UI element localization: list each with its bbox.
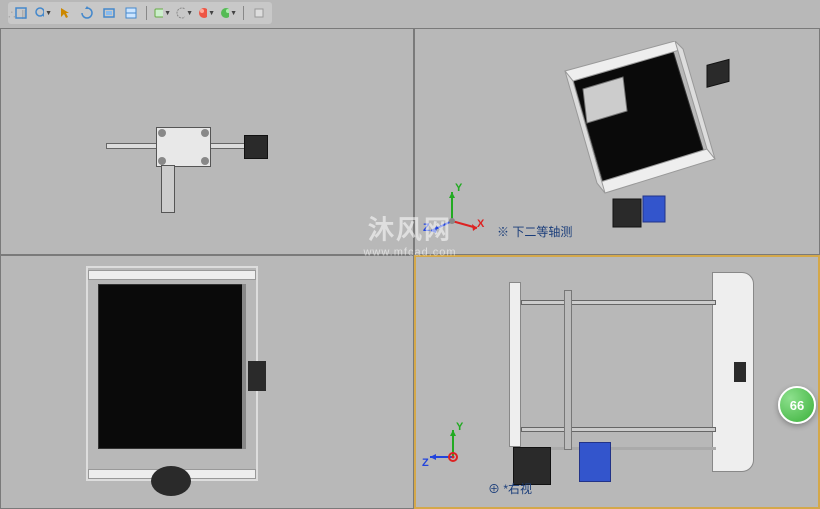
axis-y-label: Y <box>456 421 463 433</box>
rotate-icon[interactable] <box>78 4 96 22</box>
view-label-right: ⊕ *右视 <box>488 480 532 497</box>
model-isometric <box>555 41 735 236</box>
extra-icon[interactable] <box>250 4 268 22</box>
triad-right: Y Z <box>428 425 478 475</box>
select-icon[interactable] <box>56 4 74 22</box>
hide-show-icon[interactable]: ▼ <box>175 4 193 22</box>
zoom-area-icon[interactable]: ▼ <box>34 4 52 22</box>
model-right <box>509 272 754 490</box>
section-icon[interactable] <box>122 4 140 22</box>
triad-iso: X Y Z <box>427 186 477 236</box>
view-label-iso: ※ 下二等轴测 <box>497 223 572 240</box>
model-top <box>86 266 258 491</box>
separator <box>243 6 244 20</box>
separator <box>146 6 147 20</box>
axis-y-label: Y <box>455 182 462 194</box>
view-toolbar: ▼ ▼ ▼ ▼ ▼ <box>8 2 272 24</box>
viewport-top-right[interactable]: X Y Z ※ 下二等轴测 <box>414 28 820 255</box>
viewport-bottom-left[interactable] <box>0 255 414 509</box>
view-text: *右视 <box>503 482 532 496</box>
zoom-fit-icon[interactable] <box>12 4 30 22</box>
score-badge: 66 <box>778 386 816 424</box>
display-style-icon[interactable]: ▼ <box>153 4 171 22</box>
pan-icon[interactable] <box>100 4 118 22</box>
view-prefix: ⊕ <box>488 482 500 496</box>
viewport-grid: X Y Z ※ 下二等轴测 <box>0 28 820 509</box>
viewport-bottom-right[interactable]: Y Z ⊕ *右视 <box>414 255 820 509</box>
scene-icon[interactable]: ▼ <box>219 4 237 22</box>
model-front <box>106 121 266 196</box>
axis-z-label: Z <box>422 457 429 469</box>
axis-z-label: Z <box>423 222 430 234</box>
appearance-icon[interactable]: ▼ <box>197 4 215 22</box>
viewport-top-left[interactable] <box>0 28 414 255</box>
view-text: 下二等轴测 <box>512 225 572 239</box>
view-prefix: ※ <box>497 225 509 239</box>
axis-x-label: X <box>477 218 484 230</box>
